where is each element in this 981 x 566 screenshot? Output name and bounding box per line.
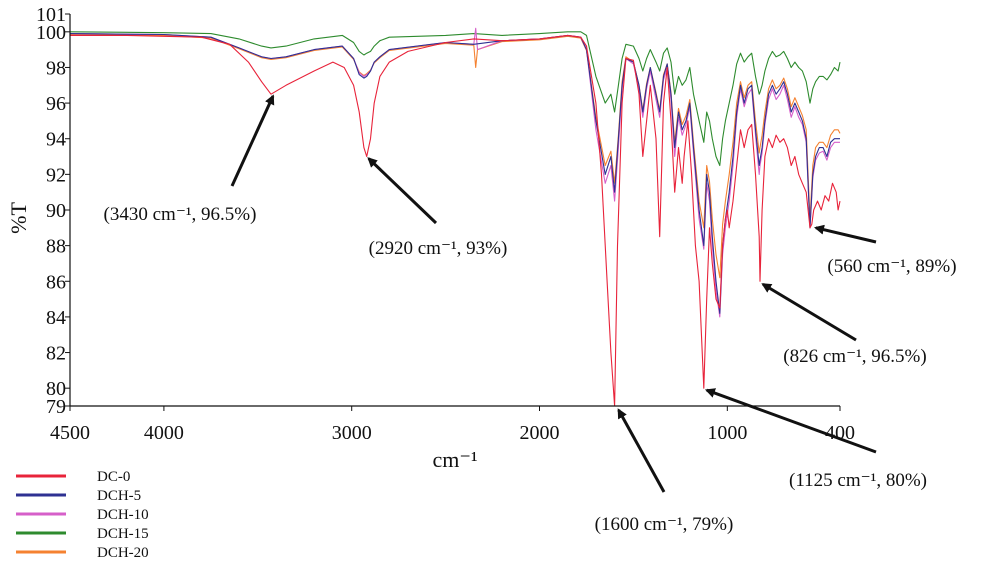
y-tick-label: 96	[46, 93, 66, 115]
series-line-dch-20	[69, 33, 841, 279]
y-tick-label: 101	[36, 4, 66, 26]
annotation-arrow	[814, 224, 877, 244]
legend-label-dch-20: DCH-20	[97, 545, 149, 561]
annotation-arrow	[761, 282, 857, 342]
y-tick-label: 80	[46, 378, 66, 400]
annotation-label: (560 cm⁻¹, 89%)	[827, 256, 956, 277]
x-tick-label: 4000	[144, 422, 184, 444]
legend-label-dc-0: DC-0	[97, 469, 130, 485]
annotation-arrow	[367, 157, 438, 225]
annotations: (3430 cm⁻¹, 96.5%) (2920 cm⁻¹, 93%) (1600 …	[104, 94, 957, 535]
annotation-label: (2920 cm⁻¹, 93%)	[369, 238, 508, 259]
y-tick-label: 92	[46, 164, 66, 186]
x-tick-label: 3000	[332, 422, 372, 444]
annotation-label: (3430 cm⁻¹, 96.5%)	[104, 204, 257, 225]
annotation-label: (1125 cm⁻¹, 80%)	[789, 470, 927, 491]
series-line-dch-10	[69, 27, 840, 318]
annotation-label: (826 cm⁻¹, 96.5%)	[783, 346, 926, 367]
x-tick-label: 2000	[520, 422, 560, 444]
annotation-arrow	[704, 388, 877, 454]
annotation-label: (1600 cm⁻¹, 79%)	[595, 514, 734, 535]
annotation-arrow	[617, 408, 666, 493]
legend-label-dch-5: DCH-5	[97, 488, 141, 504]
x-tick-label: 400	[825, 422, 855, 444]
y-tick-label: 79	[46, 396, 66, 418]
y-tick-label: 84	[46, 307, 66, 329]
y-tick-label: 86	[46, 271, 66, 293]
legend-label-dch-10: DCH-10	[97, 507, 149, 523]
y-tick-label: 88	[46, 236, 66, 258]
annotation-arrow	[230, 94, 275, 187]
y-axis-title: %T	[6, 202, 31, 234]
x-axis-title: cm⁻¹	[432, 447, 477, 472]
series-line-dc-0	[70, 34, 841, 407]
y-tick-label: 100	[36, 22, 66, 44]
y-tick-label: 94	[46, 129, 66, 151]
legend: DC-0 DCH-5 DCH-10 DCH-15 DCH-20	[16, 469, 149, 561]
y-tick-label: 90	[46, 200, 66, 222]
series-lines	[69, 27, 841, 407]
x-tick-label: 1000	[707, 422, 747, 444]
y-tick-label: 98	[46, 57, 66, 79]
y-tick-label: 82	[46, 343, 66, 365]
legend-label-dch-15: DCH-15	[97, 526, 149, 542]
series-line-dch-15	[69, 31, 841, 167]
series-line-dch-5	[69, 33, 840, 314]
x-tick-label: 4500	[50, 422, 90, 444]
